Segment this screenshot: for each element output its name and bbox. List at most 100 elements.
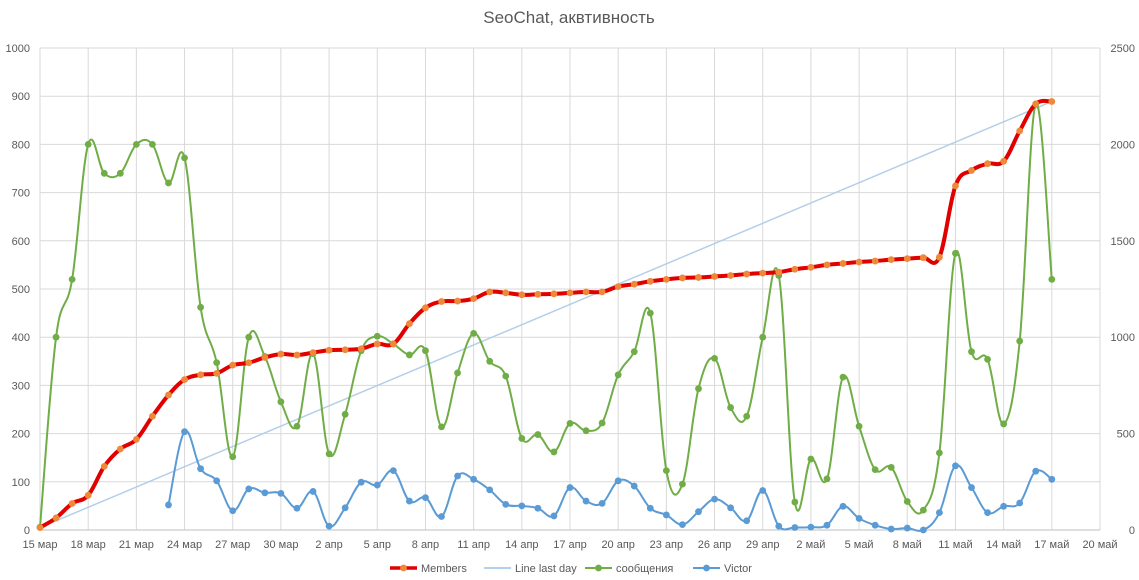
- data-point-victor: [727, 504, 735, 512]
- data-point-victor: [1032, 467, 1040, 475]
- data-point-victor: [839, 502, 847, 510]
- data-point-messages: [711, 355, 718, 362]
- data-point-members: [968, 167, 975, 174]
- y-left-tick-label: 800: [12, 139, 30, 151]
- data-point-victor: [229, 507, 237, 515]
- y-left-tick-label: 600: [12, 236, 30, 248]
- x-tick-label: 11 май: [938, 539, 972, 551]
- data-point-members: [181, 376, 188, 384]
- data-point-victor: [165, 501, 172, 509]
- data-point-messages: [502, 372, 510, 380]
- data-point-messages: [887, 463, 895, 471]
- data-point-members: [743, 270, 751, 278]
- data-point-messages: [968, 348, 975, 356]
- data-point-messages: [630, 348, 638, 356]
- data-point-victor: [984, 509, 991, 517]
- data-point-members: [245, 359, 253, 367]
- data-point-members: [614, 283, 622, 290]
- data-point-members: [646, 277, 654, 285]
- x-tick-label: 2 апр: [315, 539, 342, 551]
- data-point-victor: [1016, 499, 1024, 507]
- data-point-members: [36, 524, 44, 531]
- legend-label: сообщения: [616, 563, 673, 575]
- data-point-members: [887, 256, 895, 263]
- data-point-victor: [791, 524, 799, 531]
- axes: 0 100 200 300 400 500 600 700 800 900 1000 0 500 1000…: [6, 43, 1135, 551]
- data-point-victor: [807, 523, 815, 531]
- data-point-messages: [952, 249, 959, 257]
- series-line-victor: [167, 430, 1053, 532]
- data-point-messages: [919, 506, 927, 514]
- data-point-victor: [518, 502, 526, 510]
- data-point-members: [293, 351, 301, 359]
- data-point-messages: [438, 423, 445, 431]
- data-point-members: [759, 269, 767, 277]
- data-point-members: [149, 412, 156, 420]
- data-point-messages: [582, 427, 590, 435]
- data-point-victor: [695, 508, 702, 516]
- y-left-tick-label: 500: [12, 284, 30, 296]
- data-point-messages: [823, 475, 831, 483]
- gridlines: [39, 47, 1101, 531]
- data-point-messages: [52, 333, 60, 341]
- data-point-messages: [132, 141, 140, 148]
- data-point-members: [1016, 127, 1024, 135]
- data-point-members: [357, 345, 365, 353]
- data-point-members: [984, 160, 991, 168]
- data-point-victor: [855, 515, 863, 522]
- data-point-messages: [405, 351, 413, 359]
- data-point-victor: [630, 482, 638, 490]
- data-point-members: [679, 274, 686, 282]
- data-point-messages: [807, 455, 815, 463]
- data-point-members: [68, 500, 76, 507]
- data-point-members: [518, 291, 526, 299]
- y-left-tick-label: 100: [12, 477, 30, 489]
- data-point-victor: [357, 478, 365, 486]
- data-point-members: [695, 274, 702, 281]
- x-tick-label: 11 апр: [457, 539, 490, 551]
- data-point-messages: [566, 419, 574, 427]
- data-point-victor: [277, 489, 285, 497]
- data-point-messages: [1048, 275, 1056, 283]
- legend-marker: [595, 564, 602, 572]
- data-point-messages: [68, 275, 76, 283]
- y-right-tick-label: 2500: [1111, 43, 1135, 55]
- data-point-members: [277, 350, 285, 358]
- data-point-members: [791, 265, 799, 273]
- data-point-victor: [968, 484, 975, 491]
- data-point-messages: [550, 448, 558, 456]
- data-point-victor: [952, 462, 959, 470]
- data-point-members: [405, 320, 413, 328]
- data-point-messages: [373, 332, 381, 340]
- series-members: [36, 98, 1056, 531]
- data-point-messages: [984, 355, 991, 363]
- x-tick-label: 17 май: [1034, 539, 1069, 551]
- data-point-members: [341, 346, 349, 354]
- data-point-messages: [855, 422, 863, 430]
- data-point-messages: [293, 422, 301, 430]
- x-tick-label: 27 мар: [215, 539, 250, 551]
- data-point-messages: [646, 309, 654, 317]
- data-point-victor: [711, 495, 718, 503]
- x-tick-label: 5 апр: [364, 539, 391, 551]
- data-point-members: [582, 288, 590, 296]
- y-right-tick-label: 0: [1129, 525, 1135, 537]
- x-tick-label: 14 май: [986, 539, 1021, 551]
- data-point-messages: [679, 480, 686, 488]
- data-point-victor: [309, 488, 317, 495]
- data-point-members: [952, 182, 959, 190]
- data-point-victor: [759, 487, 767, 494]
- data-point-members: [566, 289, 574, 297]
- x-tick-label: 14 апр: [505, 539, 538, 551]
- data-point-messages: [486, 357, 494, 365]
- data-point-victor: [1048, 475, 1056, 483]
- y-right-tick-label: 500: [1117, 429, 1135, 441]
- data-point-members: [1032, 100, 1040, 108]
- data-point-victor: [871, 521, 879, 529]
- data-point-messages: [1016, 337, 1024, 345]
- data-point-messages: [743, 412, 751, 420]
- data-point-victor: [486, 486, 494, 494]
- data-point-victor: [935, 509, 943, 517]
- data-point-messages: [598, 419, 606, 427]
- data-point-victor: [823, 521, 831, 529]
